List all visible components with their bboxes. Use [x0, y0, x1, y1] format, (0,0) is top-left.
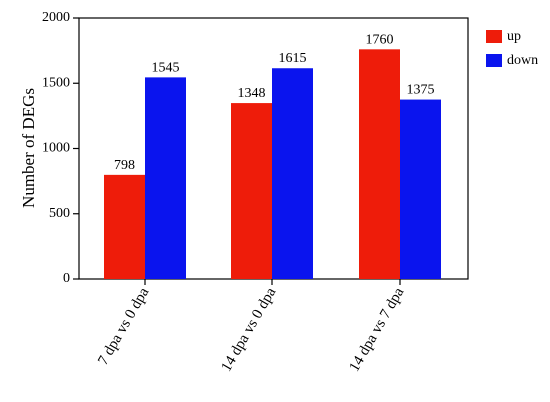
bar-down: [145, 77, 186, 279]
x-tick-label: 14 dpa vs 0 dpa: [219, 285, 280, 375]
y-tick-label: 1000: [42, 141, 70, 156]
bar-value-label: 1545: [152, 60, 180, 75]
y-axis-title: Number of DEGs: [19, 88, 38, 208]
bar-down: [272, 68, 313, 280]
legend: up down: [486, 29, 538, 68]
bar-value-label: 798: [114, 158, 135, 173]
y-tick-label: 2000: [42, 10, 70, 25]
y-tick-label: 1500: [42, 75, 70, 90]
bar-down: [400, 99, 441, 279]
y-tick-label: 0: [63, 271, 70, 286]
x-tick-label: 7 dpa vs 0 dpa: [95, 285, 152, 368]
bar-value-label: 1375: [407, 83, 435, 98]
bars: [104, 49, 441, 280]
data-labels: 798 1545 1348 1615 1760 1375: [114, 32, 435, 173]
legend-swatch-up: [486, 30, 502, 43]
bar-value-label: 1348: [238, 86, 266, 101]
y-tick-label: 500: [49, 206, 70, 221]
bar-value-label: 1615: [279, 51, 307, 66]
bar-value-label: 1760: [366, 32, 394, 47]
bar-up: [359, 49, 400, 279]
bar-up: [231, 103, 272, 279]
legend-label-down: down: [507, 53, 538, 68]
bar-up: [104, 174, 145, 279]
legend-swatch-down: [486, 54, 502, 67]
x-tick-label: 14 dpa vs 7 dpa: [347, 285, 408, 375]
legend-label-up: up: [507, 29, 521, 44]
